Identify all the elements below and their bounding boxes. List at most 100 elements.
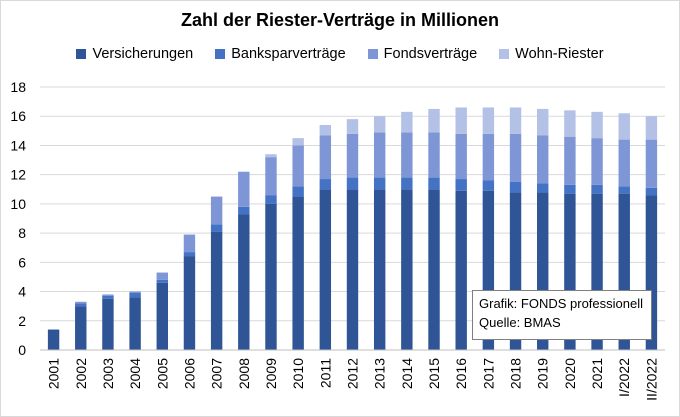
bar-2009-series-1 (265, 195, 277, 204)
bar-2003-series-1 (102, 295, 114, 299)
bar-2009-series-3 (265, 154, 277, 158)
bar-2008-series-2 (238, 171, 250, 207)
bar-2018-series-3 (509, 107, 522, 134)
bar-2010-series-0 (292, 196, 304, 350)
chart-title: Zahl der Riester-Verträge in Millionen (180, 10, 500, 30)
bar-2012-series-2 (346, 133, 359, 178)
bar-I-2022-series-0 (618, 193, 630, 350)
bar-2007-series-2 (210, 196, 223, 225)
bar-2021-series-2 (591, 138, 603, 185)
y-tick-label-2: 2 (18, 313, 26, 329)
bar-2003-series-2 (102, 294, 114, 296)
x-tick-label-2004: 2004 (127, 358, 143, 389)
x-tick-label-2021: 2021 (589, 358, 605, 389)
bar-2020-series-0 (564, 193, 576, 350)
bar-2005-series-2 (156, 272, 168, 280)
bar-2018-series-1 (509, 181, 522, 193)
x-tick-label-2019: 2019 (535, 358, 551, 389)
bar-2010-series-1 (292, 186, 304, 197)
bar-2019-series-3 (537, 108, 549, 136)
bar-2017-series-3 (482, 107, 495, 134)
bar-2002-series-0 (75, 306, 87, 350)
x-tick-label-2010: 2010 (290, 358, 306, 389)
bar-2011-series-0 (319, 189, 332, 350)
legend-label-wohn-riester: Wohn-Riester (515, 46, 604, 62)
bar-2008-series-1 (238, 206, 250, 215)
bar-2013-series-1 (373, 177, 386, 190)
y-tick-label-12: 12 (10, 167, 26, 183)
bar-2021-series-1 (591, 184, 603, 194)
legend-item-fondsvertraege: Fondsverträge (367, 46, 478, 62)
bar-2011-series-2 (319, 135, 332, 180)
bar-2004-series-1 (129, 293, 141, 298)
bar-2012-series-1 (346, 177, 359, 190)
bar-2020-series-2 (564, 136, 576, 185)
x-tick-label-2005: 2005 (154, 358, 170, 389)
bar-2009-series-2 (265, 157, 277, 196)
bar-2003-series-0 (102, 298, 114, 350)
bar-2016-series-0 (455, 190, 467, 350)
x-tick-label-2015: 2015 (426, 358, 442, 389)
bar-2019-series-0 (537, 192, 549, 350)
bar-2012-series-3 (346, 119, 359, 134)
bar-2012-series-0 (346, 189, 359, 350)
bar-2007-series-0 (210, 231, 223, 350)
legend-label-banksparvertraege: Banksparverträge (231, 46, 346, 62)
bar-2018-series-0 (509, 192, 522, 350)
x-tick-label-2001: 2001 (46, 358, 62, 389)
bar-2005-series-0 (156, 282, 168, 350)
bar-2014-series-0 (401, 189, 413, 350)
y-tick-label-18: 18 (10, 79, 26, 95)
legend-label-versicherungen: Versicherungen (92, 46, 194, 62)
bar-2006-series-0 (183, 256, 196, 350)
x-tick-label-2007: 2007 (209, 358, 225, 389)
legend-swatch-wohn-riester (499, 49, 510, 59)
bar-2010-series-2 (292, 145, 304, 187)
x-tick-label-2014: 2014 (399, 358, 415, 389)
x-tick-label-2020: 2020 (562, 358, 578, 389)
bar-2004-series-0 (129, 297, 141, 350)
legend-swatch-banksparvertraege (215, 49, 226, 59)
x-tick-label-II-2022: II/2022 (643, 358, 659, 401)
bar-2019-series-1 (537, 183, 549, 193)
legend-item-wohn-riester: Wohn-Riester (499, 46, 604, 62)
bar-II-2022-series-2 (645, 139, 658, 188)
legend-swatch-versicherungen (76, 49, 87, 59)
x-tick-label-2013: 2013 (372, 358, 388, 389)
bar-2016-series-1 (455, 179, 467, 191)
y-tick-label-14: 14 (10, 137, 26, 153)
bar-II-2022-series-1 (645, 187, 658, 196)
bar-I-2022-series-3 (618, 113, 630, 140)
bar-I-2022-series-2 (618, 139, 630, 187)
bar-2009-series-0 (265, 203, 277, 350)
bar-2021-series-0 (591, 193, 603, 350)
bar-2020-series-1 (564, 184, 576, 194)
bar-2004-series-2 (129, 291, 141, 294)
legend-item-versicherungen: Versicherungen (76, 46, 193, 62)
bar-2016-series-2 (455, 133, 467, 180)
legend-label-fondsvertraege: Fondsverträge (383, 46, 478, 62)
y-tick-label-16: 16 (10, 108, 26, 124)
x-tick-label-2011: 2011 (317, 358, 333, 388)
x-tick-label-2017: 2017 (480, 358, 496, 389)
source-data-credit: Quelle: BMAS (479, 315, 561, 330)
chart-legend: Versicherungen Banksparverträge Fondsver… (0, 46, 680, 62)
y-tick-label-4: 4 (18, 284, 26, 300)
bar-2020-series-3 (564, 110, 576, 137)
bar-I-2022-series-1 (618, 186, 630, 194)
bar-2016-series-3 (455, 107, 467, 134)
bar-2001-series-0 (47, 329, 60, 350)
bar-2015-series-1 (428, 177, 440, 190)
x-tick-label-2008: 2008 (236, 358, 252, 389)
bar-2019-series-2 (537, 135, 549, 184)
x-tick-label-2012: 2012 (345, 358, 361, 389)
y-tick-label-6: 6 (18, 254, 26, 270)
bar-2014-series-2 (401, 132, 413, 178)
bar-2017-series-0 (482, 190, 495, 350)
x-tick-label-2009: 2009 (263, 358, 279, 389)
bar-2006-series-2 (183, 234, 196, 253)
x-tick-label-2016: 2016 (453, 358, 469, 389)
bar-2015-series-2 (428, 132, 440, 178)
bar-2015-series-3 (428, 108, 440, 133)
bar-2005-series-1 (156, 279, 168, 283)
